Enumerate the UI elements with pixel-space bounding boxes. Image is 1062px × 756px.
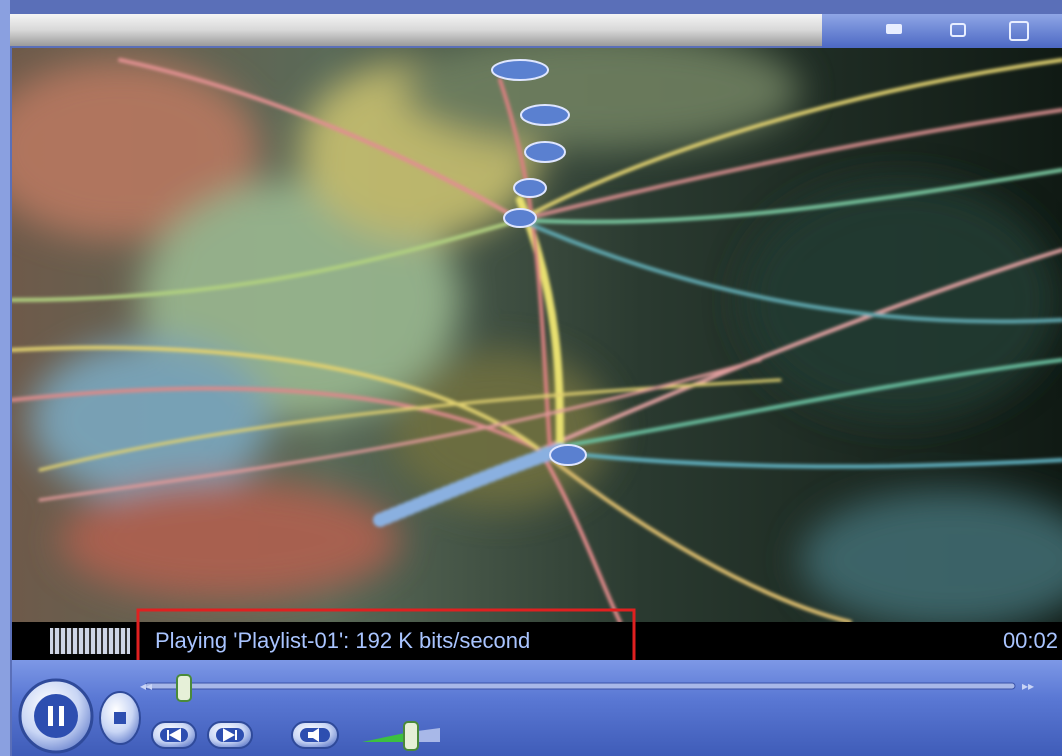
rewind-icon[interactable]: ◂◂: [140, 679, 152, 693]
visualization: [12, 48, 1062, 622]
fullscreen-icon[interactable]: [1009, 21, 1029, 41]
title-bar: [10, 14, 822, 46]
menu-icon[interactable]: [950, 23, 966, 37]
stop-button[interactable]: [99, 691, 141, 745]
forward-icon[interactable]: ▸▸: [1022, 679, 1034, 693]
previous-button[interactable]: [151, 721, 197, 749]
left-edge: [0, 0, 10, 756]
title-controls: [822, 14, 1062, 48]
volume-slider[interactable]: [362, 721, 440, 751]
status-text: Playing 'Playlist-01': 192 K bits/second: [155, 628, 530, 653]
elapsed-time: 00:02: [1003, 628, 1058, 653]
activity-indicator: [50, 628, 130, 654]
status-bar: [12, 622, 1062, 660]
pause-button[interactable]: [18, 678, 94, 754]
mute-button[interactable]: [291, 721, 339, 749]
compact-icon[interactable]: [886, 24, 902, 34]
next-button[interactable]: [207, 721, 253, 749]
seek-bar[interactable]: [144, 682, 1016, 690]
seek-thumb[interactable]: [176, 674, 192, 702]
title-icons: [886, 21, 1029, 41]
